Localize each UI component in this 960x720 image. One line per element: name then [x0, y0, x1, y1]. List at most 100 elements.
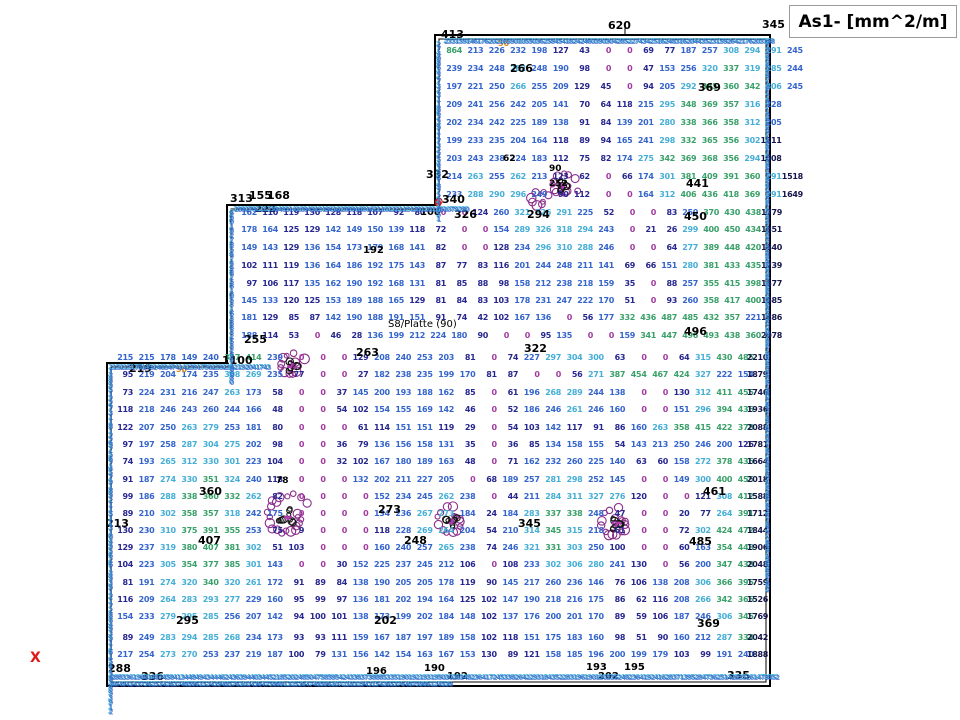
contour-ring-inner	[435, 197, 443, 205]
edge-max-value: 2210	[746, 353, 768, 362]
contour-ring-outer	[613, 502, 624, 513]
grid-value: 42	[477, 313, 488, 322]
grid-value: 54	[486, 526, 497, 535]
grid-value: 864	[446, 46, 462, 55]
grid-value: 64	[600, 100, 612, 109]
grid-value: 370	[703, 208, 719, 217]
grid-value: 177	[598, 313, 614, 322]
grid-value: 70	[579, 100, 590, 109]
grid-value: 306	[694, 578, 711, 587]
grid-value: 91	[293, 578, 305, 587]
peak-label: 620	[608, 19, 631, 32]
grid-value: 146	[587, 578, 604, 587]
grid-value: 192	[367, 261, 383, 270]
grid-value: 106	[459, 560, 476, 569]
grid-value: 248	[587, 509, 604, 518]
grid-value: 77	[293, 370, 305, 379]
grid-value: 1811	[760, 136, 782, 145]
grid-value: 357	[723, 100, 739, 109]
grid-value: 0	[555, 370, 562, 379]
edge-max-value: 2042	[746, 633, 768, 642]
grid-value: 455	[737, 475, 754, 484]
grid-value: 274	[159, 475, 176, 484]
grid-value: 291	[765, 190, 782, 199]
grid-value: 58	[272, 388, 283, 397]
grid-value: 167	[514, 313, 530, 322]
contour-center-dot	[615, 521, 619, 525]
grid-value: 36	[507, 440, 519, 449]
grid-value: 224	[510, 154, 526, 163]
grid-value: 233	[523, 560, 540, 569]
grid-value: 108	[502, 560, 519, 569]
grid-value: 0	[641, 543, 647, 552]
grid-value: 189	[502, 475, 519, 484]
peak-label: 340	[442, 193, 465, 206]
grid-value: 0	[461, 243, 468, 252]
grid-value: 52	[507, 405, 519, 414]
grid-value: 301	[245, 560, 262, 569]
grid-value: 341	[640, 331, 656, 340]
grid-value: 99	[315, 595, 326, 604]
peak-label: 273	[378, 503, 401, 516]
grid-value: 174	[637, 172, 654, 181]
grid-value: 202	[373, 475, 390, 484]
grid-value: 189	[346, 296, 362, 305]
grid-value: 400	[716, 475, 733, 484]
grid-value: 0	[341, 423, 348, 432]
grid-value: 46	[330, 331, 341, 340]
grid-value: 369	[701, 100, 718, 109]
contour-ring-outer	[282, 527, 290, 535]
grid-value: 163	[416, 650, 433, 659]
grid-value: 94	[600, 136, 612, 145]
grid-value: 420	[745, 243, 761, 252]
grid-value: 93	[315, 633, 326, 642]
grid-value: 487	[661, 313, 677, 322]
grid-value: 200	[545, 612, 561, 621]
grid-value: 245	[786, 46, 803, 55]
grid-value: 0	[491, 388, 498, 397]
grid-value: 160	[673, 633, 690, 642]
grid-value: 202	[395, 595, 412, 604]
grid-value: 121	[523, 650, 540, 659]
peak-label: 1100	[222, 354, 253, 367]
grid-value: 99	[122, 492, 133, 501]
grid-value: 298	[566, 475, 583, 484]
grid-value: 82	[272, 492, 283, 501]
peak-label: 50	[176, 365, 188, 374]
peak-label: 190	[424, 663, 445, 674]
grid-value: 180	[395, 457, 412, 466]
grid-value: 152	[373, 492, 390, 501]
grid-value: 0	[662, 405, 669, 414]
grid-value: 163	[438, 457, 454, 466]
grid-value: 381	[224, 543, 240, 552]
grid-value: 414	[245, 353, 262, 362]
grid-value: 448	[724, 243, 740, 252]
grid-value: 387	[609, 370, 626, 379]
grid-value: 103	[493, 296, 509, 305]
grid-value: 121	[694, 492, 711, 501]
grid-value: 73	[122, 388, 133, 397]
grid-value: 142	[266, 612, 283, 621]
grid-value: 0	[314, 331, 321, 340]
grid-value: 175	[388, 261, 404, 270]
grid-value: 154	[325, 243, 341, 252]
grid-value: 246	[694, 612, 711, 621]
edge-number-band: 2152151781492403474142391750239235219204…	[109, 364, 272, 372]
grid-value: 153	[325, 296, 341, 305]
grid-value: 149	[673, 475, 690, 484]
grid-value: 252	[587, 475, 604, 484]
grid-value: 127	[552, 46, 569, 55]
grid-value: 219	[138, 370, 155, 379]
peak-label: 450	[684, 210, 707, 223]
grid-value: 98	[579, 64, 590, 73]
grid-value: 0	[662, 475, 669, 484]
grid-value: 338	[181, 492, 198, 501]
contour-ring-outer	[439, 526, 448, 534]
grid-value: 277	[682, 243, 698, 252]
peak-label: 294	[527, 208, 550, 221]
grid-value: 235	[416, 370, 433, 379]
grid-value: 385	[224, 560, 240, 569]
grid-value: 74	[122, 457, 133, 466]
grid-value: 168	[388, 243, 404, 252]
grid-value: 242	[510, 100, 526, 109]
